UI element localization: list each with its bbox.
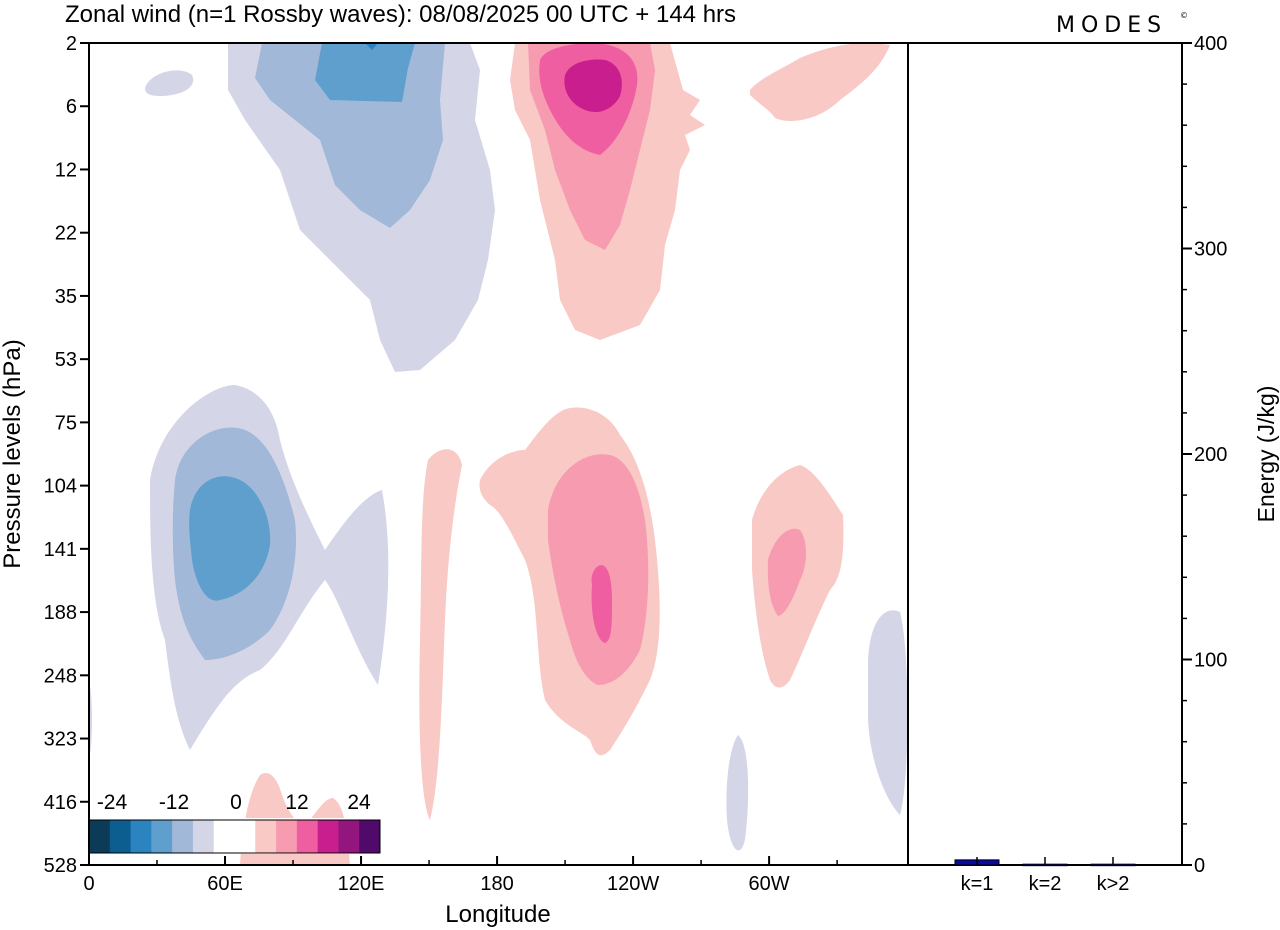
colorbar-swatch xyxy=(234,820,256,853)
energy-axis: 0 100 200 300 400 xyxy=(1182,33,1227,877)
y-tick-label: 528 xyxy=(44,855,77,877)
colorbar-swatch xyxy=(109,820,132,853)
y-tick-label: 416 xyxy=(44,792,77,814)
x-tick-label: 60E xyxy=(207,873,243,895)
contour-pos16-upper xyxy=(564,59,622,113)
colorbar-swatch xyxy=(130,820,152,853)
pressure-axis: 2 6 12 22 35 53 75 104 141 188 248 323 416 528 xyxy=(44,33,89,877)
contour-neg12-upper xyxy=(315,43,415,102)
y-tick-label: 323 xyxy=(44,729,77,751)
colorbar-swatch xyxy=(317,820,339,853)
logo-mark: © xyxy=(1180,11,1188,20)
y-tick-label: 141 xyxy=(44,539,77,561)
y-tick-label: 22 xyxy=(55,223,77,245)
colorbar-label: 24 xyxy=(347,791,371,814)
y2-tick-label: 100 xyxy=(1194,650,1227,672)
x-tick-label: 120E xyxy=(338,873,385,895)
chart-title: Zonal wind (n=1 Rossby waves): 08/08/202… xyxy=(65,1,736,28)
logo-text: MODES xyxy=(1056,13,1167,38)
colorbar-swatch xyxy=(296,820,319,853)
y-tick-label: 53 xyxy=(55,349,77,371)
colorbar-label: -24 xyxy=(97,791,128,814)
x-axis-label: Longitude xyxy=(445,901,550,928)
colorbar-label: 0 xyxy=(230,791,242,814)
contour-field xyxy=(89,43,908,865)
x-tick-label: 0 xyxy=(83,873,94,895)
contour-pos4-right-upper xyxy=(750,43,890,121)
y2-tick-label: 0 xyxy=(1194,855,1205,877)
contour-neg4-dot xyxy=(145,70,194,96)
contour-neg4-right xyxy=(868,610,908,815)
colorbar-label: 12 xyxy=(285,791,308,814)
y-tick-label: 248 xyxy=(44,665,77,687)
y2-tick-label: 300 xyxy=(1194,239,1227,261)
y-tick-label: 2 xyxy=(66,33,77,55)
y-axis-label: Pressure levels (hPa) xyxy=(0,339,26,568)
contour-pos12-lower xyxy=(591,565,612,643)
colorbar-swatch xyxy=(338,820,360,853)
contour-pos4-narrow xyxy=(419,449,462,820)
colorbar-swatch xyxy=(255,820,277,853)
y-tick-label: 12 xyxy=(55,159,77,181)
y-tick-label: 35 xyxy=(55,286,77,308)
y2-tick-label: 200 xyxy=(1194,444,1227,466)
x-tick-label: 120W xyxy=(607,873,659,895)
contour-neg16-upper xyxy=(365,43,378,50)
colorbar-swatch xyxy=(359,820,381,853)
y-tick-label: 104 xyxy=(44,476,77,498)
contour-pos8-right-lower xyxy=(767,528,806,616)
y-tick-label: 75 xyxy=(55,412,77,434)
contour-neg4-small xyxy=(726,735,749,851)
colorbar-swatch xyxy=(213,820,235,853)
x-tick-label: 180 xyxy=(480,873,513,895)
y-tick-label: 188 xyxy=(44,602,77,624)
y2-axis-label: Energy (J/kg) xyxy=(1253,386,1279,523)
colorbar-swatch xyxy=(151,820,173,853)
colorbar-swatch xyxy=(172,820,194,853)
colorbar-label: -12 xyxy=(159,791,189,814)
colorbar-swatch xyxy=(192,820,215,853)
colorbar-swatch xyxy=(276,820,298,853)
energy-category-label: k>2 xyxy=(1097,873,1130,895)
longitude-axis: 0 60E 120E 180 120W 60W xyxy=(83,856,838,895)
colorbar: -24 -12 0 12 24 xyxy=(88,791,381,854)
contour-neg12-lower xyxy=(189,476,271,601)
y-tick-label: 6 xyxy=(66,96,77,118)
colorbar-swatches xyxy=(89,820,381,853)
energy-category-label: k=1 xyxy=(961,873,994,895)
energy-bars: k=1 k=2 k>2 xyxy=(954,857,1136,895)
colorbar-swatch xyxy=(89,820,111,853)
energy-category-label: k=2 xyxy=(1029,873,1062,895)
modes-logo: MODES © xyxy=(1056,11,1188,38)
x-tick-label: 60W xyxy=(749,873,790,895)
y2-tick-label: 400 xyxy=(1194,33,1227,55)
